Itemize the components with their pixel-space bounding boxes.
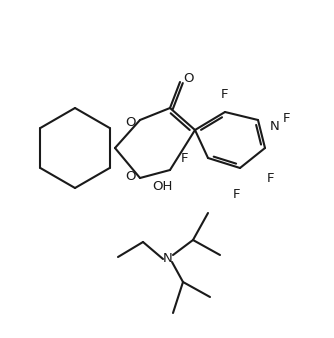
Text: F: F bbox=[221, 89, 229, 101]
Text: OH: OH bbox=[152, 179, 172, 193]
Text: F: F bbox=[266, 171, 274, 185]
Text: O: O bbox=[125, 169, 135, 183]
Text: F: F bbox=[181, 152, 189, 166]
Text: F: F bbox=[282, 112, 290, 124]
Text: N: N bbox=[270, 120, 280, 132]
Text: N: N bbox=[163, 251, 173, 265]
Text: F: F bbox=[232, 188, 240, 200]
Text: O: O bbox=[183, 72, 193, 84]
Text: O: O bbox=[125, 116, 135, 128]
